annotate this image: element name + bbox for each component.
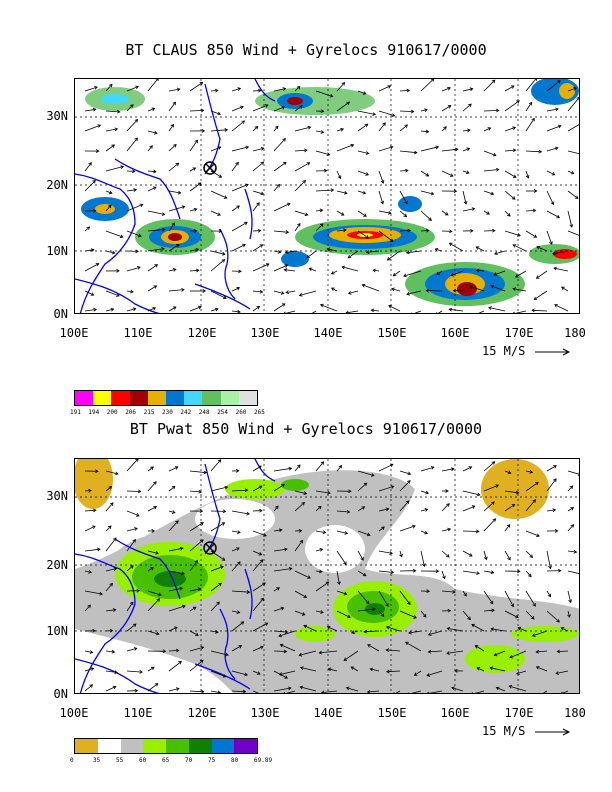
colorbar-tick-label: 55 bbox=[116, 757, 124, 764]
colorbar-swatch bbox=[97, 739, 121, 753]
coastlines bbox=[75, 79, 276, 313]
lon-label-170e: 170E bbox=[504, 706, 534, 720]
lon-label-100e: 100E bbox=[59, 706, 89, 720]
coastlines bbox=[75, 459, 276, 693]
colorbar-swatch bbox=[75, 391, 94, 405]
colorbar-tick-label: 60 bbox=[139, 757, 147, 764]
lon-label-130e: 130E bbox=[250, 706, 280, 720]
lon-label-180: 180 bbox=[564, 706, 586, 720]
panel-1-title: BT CLAUS 850 Wind + Gyrelocs 910617/0000 bbox=[125, 41, 487, 59]
colorbar-tick-label: 35 bbox=[93, 757, 101, 764]
lon-label-100e: 100E bbox=[59, 326, 89, 340]
colorbar-tick-label: 70 bbox=[185, 757, 193, 764]
colorbar-swatch bbox=[93, 391, 112, 405]
vector-scale-arrow-icon bbox=[534, 348, 570, 355]
lon-label-120e: 120E bbox=[187, 706, 217, 720]
wind-vectors bbox=[84, 459, 579, 693]
vector-scale-2: 15 M/S bbox=[482, 724, 573, 738]
colorbar-swatch bbox=[188, 739, 212, 753]
gyre-location-marker bbox=[203, 161, 217, 175]
lon-label-110e: 110E bbox=[123, 706, 153, 720]
colorbar-swatch bbox=[75, 739, 98, 753]
cloud-patches bbox=[81, 79, 579, 306]
colorbar-tick-label: 260 bbox=[235, 409, 247, 416]
colorbar-swatch bbox=[184, 391, 203, 405]
colorbar-tick-label: 69.89 bbox=[254, 757, 273, 764]
lat-label-30n: 30N bbox=[46, 489, 68, 503]
colorbar-tick-label: 75 bbox=[208, 757, 216, 764]
colorbar-swatch bbox=[234, 739, 257, 753]
colorbar-tick-label: 65 bbox=[162, 757, 170, 764]
lon-label-180: 180 bbox=[564, 326, 586, 340]
lat-label-0n: 0N bbox=[53, 687, 68, 701]
colorbar-swatch bbox=[129, 391, 148, 405]
lon-label-140e: 140E bbox=[313, 326, 343, 340]
colorbar-tick-label: 194 bbox=[88, 409, 100, 416]
colorbar-tick-label: 230 bbox=[162, 409, 173, 416]
vector-scale-label: 15 M/S bbox=[482, 344, 526, 358]
colorbar-tick-label: 200 bbox=[106, 409, 118, 416]
lat-label-0n: 0N bbox=[53, 307, 68, 321]
panel-2-title: BT Pwat 850 Wind + Gyrelocs 910617/0000 bbox=[129, 420, 483, 438]
lat-label-10n: 10N bbox=[46, 244, 68, 258]
lon-label-160e: 160E bbox=[440, 326, 470, 340]
colorbar-tick-label: 254 bbox=[217, 409, 229, 416]
colorbar-swatch bbox=[220, 391, 239, 405]
colorbar-swatch bbox=[238, 391, 258, 405]
map-panel-claus bbox=[74, 78, 580, 314]
lat-label-20n: 20N bbox=[46, 558, 68, 572]
lon-label-170e: 170E bbox=[504, 326, 534, 340]
colorbar-claus bbox=[74, 390, 258, 406]
vector-scale-label: 15 M/S bbox=[482, 724, 526, 738]
map-canvas-pwat bbox=[75, 459, 579, 693]
lat-label-30n: 30N bbox=[46, 109, 68, 123]
vector-scale-1: 15 M/S bbox=[482, 344, 573, 358]
colorbar-swatch bbox=[166, 739, 189, 753]
colorbar-tick-label: 0 bbox=[70, 757, 74, 764]
map-panel-pwat bbox=[74, 458, 580, 694]
colorbar-tick-label: 215 bbox=[143, 409, 155, 416]
colorbar-swatch bbox=[166, 391, 185, 405]
map-canvas-claus bbox=[75, 79, 579, 313]
colorbar-tick-label: 80 bbox=[231, 757, 239, 764]
lat-lon-grid bbox=[75, 459, 579, 693]
colorbar-tick-label: 248 bbox=[198, 409, 210, 416]
lon-label-140e: 140E bbox=[313, 706, 343, 720]
lon-label-160e: 160E bbox=[440, 706, 470, 720]
colorbar-tick-label: 265 bbox=[254, 409, 265, 416]
lon-label-120e: 120E bbox=[187, 326, 217, 340]
colorbar-tick-label: 206 bbox=[125, 409, 137, 416]
colorbar-swatch bbox=[147, 391, 167, 405]
colorbar-swatch bbox=[143, 739, 166, 753]
vector-scale-arrow-icon bbox=[534, 728, 570, 735]
lat-label-20n: 20N bbox=[46, 178, 68, 192]
lon-label-150e: 150E bbox=[377, 706, 407, 720]
wind-vectors bbox=[84, 79, 579, 313]
lon-label-110e: 110E bbox=[123, 326, 153, 340]
colorbar-tick-label: 242 bbox=[180, 409, 192, 416]
colorbar-swatch bbox=[120, 739, 144, 753]
gyre-location-marker bbox=[203, 541, 217, 555]
lat-label-10n: 10N bbox=[46, 624, 68, 638]
colorbar-swatch bbox=[111, 391, 130, 405]
lon-label-150e: 150E bbox=[377, 326, 407, 340]
lon-label-130e: 130E bbox=[250, 326, 280, 340]
colorbar-swatch bbox=[211, 739, 235, 753]
colorbar-tick-label: 191 bbox=[70, 409, 81, 416]
colorbar-pwat bbox=[74, 738, 258, 754]
colorbar-swatch bbox=[202, 391, 221, 405]
